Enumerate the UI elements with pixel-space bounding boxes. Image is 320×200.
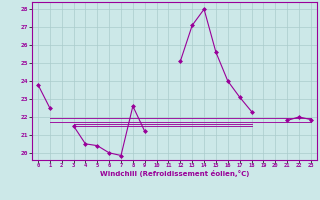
X-axis label: Windchill (Refroidissement éolien,°C): Windchill (Refroidissement éolien,°C) bbox=[100, 170, 249, 177]
